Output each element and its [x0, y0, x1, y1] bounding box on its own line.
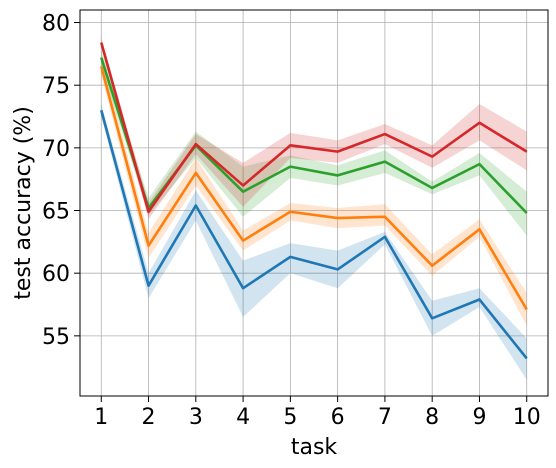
x-tick-label: 9	[472, 405, 486, 430]
x-tick-label: 7	[378, 405, 392, 430]
series-lines	[100, 42, 528, 360]
x-tick-label: 5	[283, 405, 297, 430]
x-tick-label: 2	[142, 405, 156, 430]
x-tick-label: 8	[425, 405, 439, 430]
y-tick-label: 75	[42, 74, 70, 99]
x-tick-label: 4	[236, 405, 250, 430]
y-tick-label: 80	[42, 12, 70, 37]
y-tick-label: 55	[42, 325, 70, 350]
x-axis-label: task	[291, 435, 338, 460]
series-band	[101, 57, 527, 326]
y-tick-label: 65	[42, 200, 70, 225]
y-tick-label: 60	[42, 262, 70, 287]
series-line	[100, 109, 528, 360]
plot-frame	[79, 9, 549, 397]
x-tick-label: 1	[94, 405, 108, 430]
x-tick-label: 10	[513, 405, 541, 430]
confidence-bands	[101, 37, 527, 380]
series-band	[101, 103, 527, 380]
y-axis-label: test accuracy (%)	[11, 106, 36, 300]
series-line	[100, 66, 528, 311]
series-band	[101, 48, 527, 236]
series-line	[100, 42, 528, 214]
x-tick-label: 6	[331, 405, 345, 430]
axis-ticks: 1 2 3 4 5 6 7 8 9 10 55 60 65 70 75 80	[42, 12, 541, 430]
x-tick-label: 3	[189, 405, 203, 430]
series-band	[101, 37, 527, 220]
y-tick-label: 70	[42, 137, 70, 162]
